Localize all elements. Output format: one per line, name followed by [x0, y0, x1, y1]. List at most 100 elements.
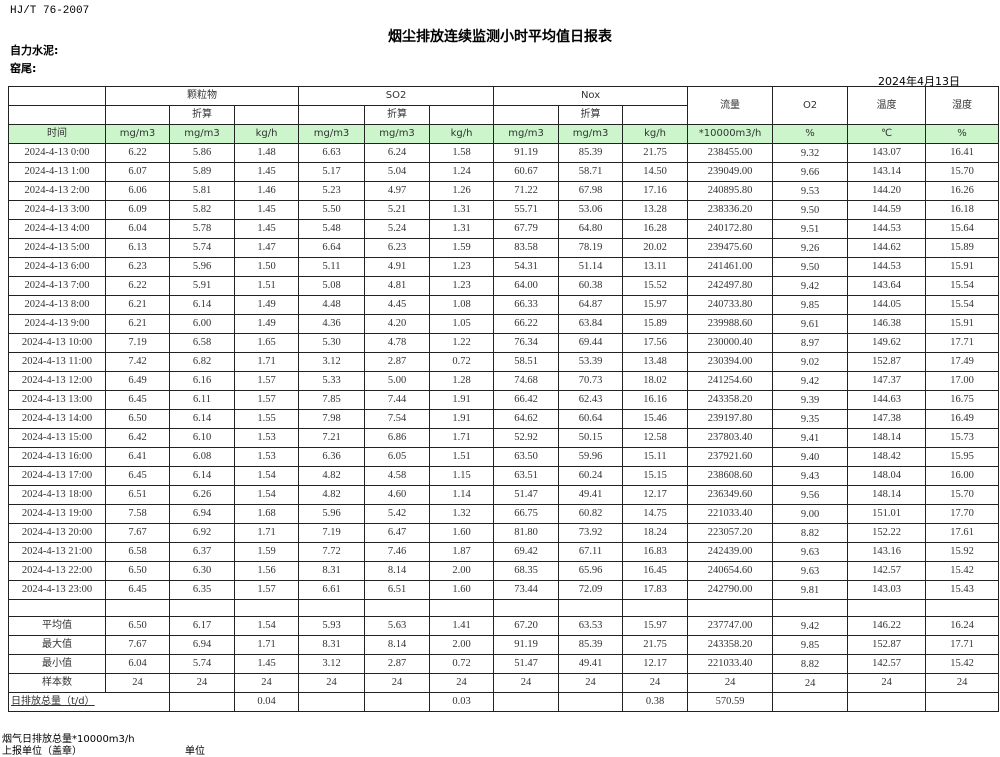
unit-cell: % — [772, 124, 849, 144]
blank-cell — [105, 599, 170, 617]
daily-total-value — [558, 692, 624, 712]
header-flow: 流量 — [687, 86, 774, 125]
value-cell: 230000.40 — [687, 333, 774, 353]
header-time: 时间 — [8, 124, 106, 144]
value-cell: 1.58 — [429, 143, 495, 163]
value-cell: 71.22 — [493, 181, 560, 201]
value-cell: 6.51 — [105, 485, 170, 505]
time-cell: 2024-4-13 5:00 — [8, 238, 106, 258]
value-cell: 5.89 — [169, 162, 235, 182]
time-cell: 2024-4-13 15:00 — [8, 428, 106, 448]
value-cell: 142.57 — [847, 561, 927, 581]
value-cell: 6.92 — [169, 523, 235, 543]
summary-value: 142.57 — [847, 654, 927, 674]
table-row: 2024-4-13 6:00 6.23 5.96 1.50 5.11 4.91 1.23 54… — [8, 257, 1000, 277]
summary-value: 6.17 — [169, 616, 235, 636]
value-cell: 13.28 — [622, 200, 689, 220]
value-cell: 223057.20 — [687, 523, 774, 543]
value-cell: 6.06 — [105, 181, 170, 201]
value-cell: 63.50 — [493, 447, 560, 467]
value-cell: 15.42 — [925, 561, 1000, 581]
value-cell: 9.51 — [772, 219, 849, 239]
summary-value: 24 — [493, 673, 560, 693]
blank-cell — [233, 599, 300, 617]
blank-cell — [298, 599, 366, 617]
summary-value: 5.63 — [364, 616, 431, 636]
value-cell: 52.92 — [493, 428, 560, 448]
time-cell: 2024-4-13 21:00 — [8, 542, 106, 562]
blank-cell — [622, 599, 689, 617]
value-cell: 5.24 — [364, 219, 431, 239]
summary-value: 5.74 — [169, 654, 235, 674]
value-cell: 6.35 — [169, 580, 235, 600]
value-cell: 9.50 — [772, 200, 849, 220]
value-cell: 1.26 — [429, 181, 495, 201]
time-cell: 2024-4-13 0:00 — [8, 143, 106, 163]
value-cell: 7.46 — [364, 542, 431, 562]
value-cell: 5.96 — [169, 257, 235, 277]
value-cell: 1.60 — [429, 580, 495, 600]
header-blank — [298, 105, 366, 125]
value-cell: 4.91 — [364, 257, 431, 277]
summary-value: 91.19 — [493, 635, 560, 655]
daily-total-value — [925, 692, 1000, 712]
value-cell: 6.41 — [105, 447, 170, 467]
value-cell: 68.35 — [493, 561, 560, 581]
value-cell: 1.45 — [233, 162, 300, 182]
value-cell: 6.13 — [105, 238, 170, 258]
value-cell: 15.91 — [925, 257, 1000, 277]
value-cell: 67.79 — [493, 219, 560, 239]
table-row: 2024-4-13 12:00 6.49 6.16 1.57 5.33 5.00 1.28 7… — [8, 371, 1000, 391]
value-cell: 4.58 — [364, 466, 431, 486]
unit-cell: kg/h — [233, 124, 300, 144]
value-cell: 17.16 — [622, 181, 689, 201]
value-cell: 81.80 — [493, 523, 560, 543]
value-cell: 6.22 — [105, 276, 170, 296]
value-cell: 62.43 — [558, 390, 624, 410]
value-cell: 1.45 — [233, 219, 300, 239]
value-cell: 7.67 — [105, 523, 170, 543]
header-blank — [429, 105, 495, 125]
summary-label: 最小值 — [8, 654, 106, 674]
value-cell: 16.41 — [925, 143, 1000, 163]
summary-value: 17.71 — [925, 635, 1000, 655]
value-cell: 70.73 — [558, 371, 624, 391]
value-cell: 6.23 — [364, 238, 431, 258]
daily-total-value — [493, 692, 560, 712]
value-cell: 1.71 — [233, 352, 300, 372]
summary-value: 24 — [233, 673, 300, 693]
value-cell: 152.22 — [847, 523, 927, 543]
time-cell: 2024-4-13 12:00 — [8, 371, 106, 391]
value-cell: 6.04 — [105, 219, 170, 239]
value-cell: 1.57 — [233, 390, 300, 410]
value-cell: 9.42 — [772, 276, 849, 296]
value-cell: 237803.40 — [687, 428, 774, 448]
summary-value: 24 — [169, 673, 235, 693]
table-row: 2024-4-13 21:00 6.58 6.37 1.59 7.72 7.46 1.87 6… — [8, 542, 1000, 562]
value-cell: 14.50 — [622, 162, 689, 182]
value-cell: 6.21 — [105, 295, 170, 315]
value-cell: 17.70 — [925, 504, 1000, 524]
value-cell: 21.75 — [622, 143, 689, 163]
value-cell: 5.74 — [169, 238, 235, 258]
value-cell: 59.96 — [558, 447, 624, 467]
time-cell: 2024-4-13 1:00 — [8, 162, 106, 182]
value-cell: 16.45 — [622, 561, 689, 581]
value-cell: 149.62 — [847, 333, 927, 353]
value-cell: 144.63 — [847, 390, 927, 410]
value-cell: 144.20 — [847, 181, 927, 201]
blank-cell — [558, 599, 624, 617]
value-cell: 6.58 — [105, 542, 170, 562]
value-cell: 69.44 — [558, 333, 624, 353]
kiln-label: 窑尾: — [10, 62, 37, 75]
value-cell: 1.51 — [429, 447, 495, 467]
value-cell: 67.11 — [558, 542, 624, 562]
table-row: 2024-4-13 4:00 6.04 5.78 1.45 5.48 5.24 1.31 67… — [8, 219, 1000, 239]
report-date: 2024年4月13日 — [878, 75, 960, 88]
value-cell: 242439.00 — [687, 542, 774, 562]
unit-cell: mg/m3 — [558, 124, 624, 144]
value-cell: 1.50 — [233, 257, 300, 277]
value-cell: 147.37 — [847, 371, 927, 391]
value-cell: 6.14 — [169, 409, 235, 429]
time-cell: 2024-4-13 13:00 — [8, 390, 106, 410]
